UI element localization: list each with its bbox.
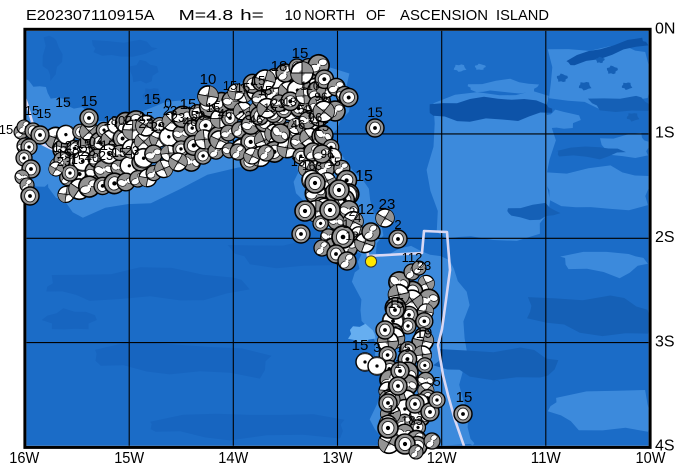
svg-text:2: 2 <box>394 217 401 232</box>
svg-text:15: 15 <box>397 341 411 355</box>
svg-text:23: 23 <box>379 196 396 213</box>
svg-text:h=: h= <box>240 8 264 24</box>
svg-text:14W: 14W <box>218 450 249 467</box>
svg-text:10: 10 <box>285 8 302 24</box>
svg-text:13: 13 <box>283 95 297 109</box>
svg-text:NORTH: NORTH <box>304 8 355 24</box>
svg-text:23: 23 <box>417 258 431 273</box>
svg-text:23: 23 <box>80 143 96 159</box>
svg-text:15: 15 <box>139 109 153 124</box>
svg-text:15: 15 <box>327 155 341 169</box>
svg-text:1S: 1S <box>655 125 675 142</box>
svg-text:18: 18 <box>271 58 288 75</box>
svg-text:2S: 2S <box>655 229 675 246</box>
svg-text:15: 15 <box>388 295 405 312</box>
svg-text:11W: 11W <box>531 450 562 467</box>
svg-text:23: 23 <box>99 148 113 163</box>
svg-text:16W: 16W <box>9 450 40 467</box>
svg-text:15: 15 <box>251 73 265 88</box>
svg-text:1: 1 <box>395 357 402 371</box>
svg-text:15: 15 <box>144 91 161 108</box>
svg-text:15: 15 <box>71 152 85 167</box>
svg-text:15: 15 <box>112 145 126 160</box>
svg-text:5: 5 <box>433 374 440 389</box>
svg-text:46: 46 <box>291 117 305 132</box>
svg-text:15: 15 <box>292 45 309 62</box>
svg-text:15: 15 <box>315 119 329 134</box>
svg-text:23: 23 <box>271 96 285 111</box>
svg-text:23: 23 <box>125 143 139 158</box>
svg-text:4S: 4S <box>655 438 675 455</box>
svg-text:15: 15 <box>258 83 272 98</box>
svg-text:ISLAND: ISLAND <box>496 8 549 24</box>
svg-text:ASCENSION: ASCENSION <box>400 8 488 24</box>
svg-text:15: 15 <box>355 168 373 185</box>
svg-text:23: 23 <box>138 115 154 131</box>
svg-text:19: 19 <box>416 325 433 342</box>
svg-text:12: 12 <box>358 201 375 218</box>
svg-text:15: 15 <box>55 94 71 110</box>
svg-text:15: 15 <box>100 137 116 153</box>
svg-text:3S: 3S <box>655 333 675 350</box>
svg-text:15: 15 <box>352 337 369 354</box>
svg-text:10: 10 <box>200 71 217 88</box>
svg-text:23: 23 <box>151 119 165 134</box>
svg-text:23: 23 <box>65 138 79 153</box>
svg-text:12W: 12W <box>427 450 458 467</box>
svg-text:50: 50 <box>191 108 205 123</box>
svg-text:40: 40 <box>85 150 99 165</box>
svg-text:23: 23 <box>238 108 252 123</box>
svg-text:183: 183 <box>401 413 423 428</box>
svg-text:50: 50 <box>298 102 312 117</box>
svg-text:15: 15 <box>25 103 39 118</box>
svg-text:E202307110915A: E202307110915A <box>26 8 155 24</box>
svg-text:1: 1 <box>343 217 350 231</box>
svg-text:110: 110 <box>300 79 319 93</box>
svg-text:23: 23 <box>57 154 71 169</box>
svg-text:0: 0 <box>164 95 172 111</box>
svg-text:15: 15 <box>236 80 250 95</box>
svg-text:3: 3 <box>373 340 380 355</box>
svg-text:46: 46 <box>183 114 197 129</box>
svg-text:15: 15 <box>37 106 51 121</box>
svg-text:1: 1 <box>387 402 394 417</box>
svg-text:4: 4 <box>355 211 362 225</box>
svg-text:2: 2 <box>349 205 356 219</box>
svg-text:15: 15 <box>0 122 13 137</box>
svg-text:15: 15 <box>263 101 277 115</box>
svg-text:0N: 0N <box>655 20 675 37</box>
svg-text:23: 23 <box>171 110 185 125</box>
svg-text:10W: 10W <box>636 450 667 467</box>
svg-text:96: 96 <box>314 90 328 104</box>
svg-text:15: 15 <box>367 104 383 120</box>
svg-text:15W: 15W <box>114 450 145 467</box>
svg-text:1802: 1802 <box>104 113 133 128</box>
svg-text:46: 46 <box>218 106 232 121</box>
svg-text:15: 15 <box>206 100 220 115</box>
svg-text:112: 112 <box>402 250 423 265</box>
svg-text:13W: 13W <box>323 450 354 467</box>
svg-text:46: 46 <box>249 112 263 127</box>
svg-text:15: 15 <box>81 93 98 110</box>
svg-text:23: 23 <box>163 103 177 118</box>
svg-text:15: 15 <box>223 78 237 93</box>
svg-text:M=4.8: M=4.8 <box>179 8 234 24</box>
svg-text:96: 96 <box>308 110 322 125</box>
svg-text:15: 15 <box>77 136 91 151</box>
svg-text:15: 15 <box>456 389 473 406</box>
svg-text:163: 163 <box>302 159 322 173</box>
svg-text:15: 15 <box>180 96 197 113</box>
svg-text:04: 04 <box>89 134 103 149</box>
svg-text:12: 12 <box>345 229 359 243</box>
svg-text:96: 96 <box>320 147 334 161</box>
svg-text:15: 15 <box>291 154 305 169</box>
svg-text:150: 150 <box>56 145 80 161</box>
svg-text:15: 15 <box>53 140 67 155</box>
svg-text:OF: OF <box>366 8 386 24</box>
